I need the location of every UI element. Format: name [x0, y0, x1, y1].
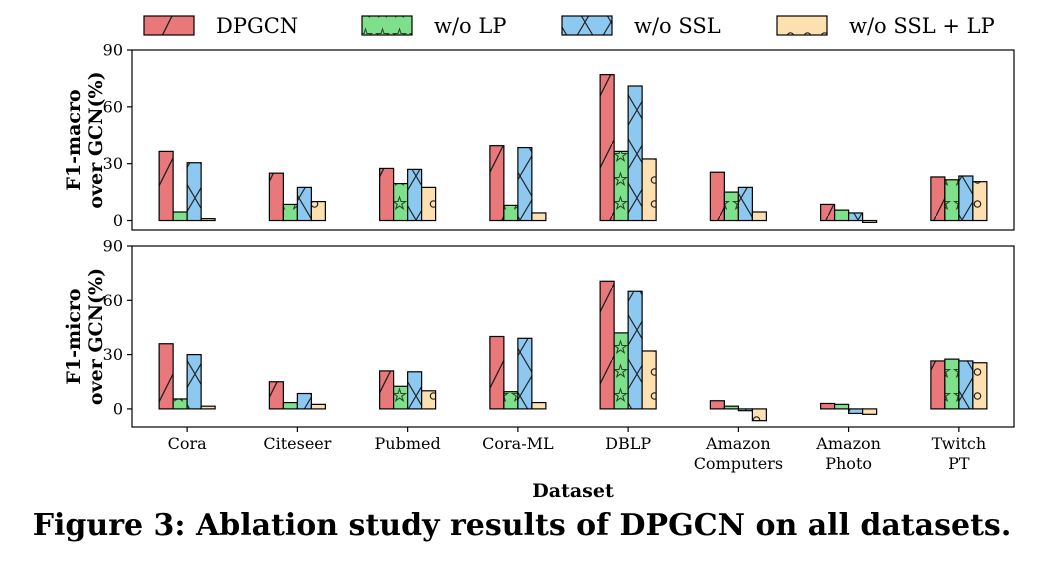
bar	[296, 392, 312, 410]
bar	[709, 400, 725, 410]
legend-entry: w/o SSL + LP	[776, 14, 995, 38]
panel-f1-micro: 0 30 60 90 F1-microover GCN(%)	[63, 237, 1015, 428]
bar	[930, 360, 946, 410]
bar	[641, 158, 657, 222]
panel-f1-macro: 0 30 60 90 F1-macroover GCN(%)	[63, 41, 1015, 231]
bar	[972, 362, 988, 410]
y-tick-label: 0	[113, 211, 123, 230]
bar	[627, 85, 643, 222]
legend-entry: DPGCN	[143, 14, 298, 38]
bar	[641, 350, 657, 410]
legend-label: w/o SSL	[634, 14, 721, 38]
bar	[531, 212, 547, 222]
bar	[972, 181, 988, 222]
x-tick-label: Amazon Photo	[815, 434, 881, 473]
bar	[517, 337, 533, 410]
bar	[944, 358, 960, 410]
bar	[834, 403, 850, 410]
x-axis-title: Dataset	[532, 480, 614, 502]
bar	[158, 343, 174, 410]
bar	[958, 175, 974, 222]
bar	[848, 212, 864, 222]
bar	[848, 408, 864, 415]
bar	[930, 176, 946, 222]
bar	[172, 211, 188, 222]
bar	[268, 381, 284, 410]
bar	[613, 332, 629, 410]
bar	[723, 191, 739, 222]
figure-caption: Figure 3: Ablation study results of DPGC…	[32, 508, 1012, 543]
bar	[158, 150, 174, 222]
bar	[820, 402, 836, 410]
legend-entry: w/o SSL	[561, 14, 721, 38]
legend: DPGCN w/o LP w/o SSL w/o SSL + LP	[143, 14, 995, 38]
bar	[379, 370, 395, 410]
y-tick-label: 60	[103, 97, 123, 116]
y-axis-title: F1-microover GCN(%)	[63, 268, 107, 405]
bar	[613, 150, 629, 222]
bar	[282, 203, 298, 222]
bar	[517, 146, 533, 222]
bar	[737, 186, 753, 222]
bar	[820, 203, 836, 222]
y-axis-title: F1-macroover GCN(%)	[63, 71, 107, 208]
bar	[958, 360, 974, 410]
legend-label: DPGCN	[216, 14, 298, 38]
x-tick-label: DBLP	[605, 434, 651, 453]
bar	[393, 385, 409, 410]
bar	[310, 403, 326, 410]
bar	[407, 371, 423, 410]
bar	[709, 171, 725, 222]
bar	[421, 186, 437, 222]
bar	[268, 172, 284, 222]
bar	[393, 182, 409, 222]
bar	[627, 290, 643, 410]
bar	[503, 204, 519, 222]
bar	[751, 211, 767, 222]
bar	[200, 218, 216, 222]
bar	[723, 405, 739, 410]
x-tick-label: Citeseer	[263, 434, 331, 453]
x-tick-label: Cora	[168, 434, 208, 453]
y-tick-label: 30	[103, 345, 123, 364]
plot-frame	[131, 49, 1015, 231]
legend-label: w/o LP	[434, 14, 506, 38]
y-tick-label: 90	[103, 237, 123, 256]
bar	[407, 168, 423, 222]
plot-frame	[131, 245, 1015, 428]
bar	[503, 391, 519, 410]
x-tick-label: Cora-ML	[482, 434, 554, 453]
bar	[282, 401, 298, 410]
bar	[751, 408, 767, 422]
y-tick-label: 30	[103, 154, 123, 173]
x-tick-label: Pubmed	[375, 434, 441, 453]
bar	[599, 280, 615, 410]
bar	[599, 74, 615, 222]
bar	[186, 162, 202, 222]
bar	[200, 405, 216, 410]
bar	[531, 401, 547, 410]
x-axis: Cora Citeseer Pubmed Cora-ML DBLP Amazon Compu…	[168, 427, 987, 473]
bar	[172, 398, 188, 410]
bar	[489, 145, 505, 222]
bar	[862, 219, 878, 224]
y-tick-label: 0	[113, 399, 123, 418]
bar	[186, 354, 202, 410]
y-tick-label: 60	[103, 291, 123, 310]
x-tick-label: Amazon Computers	[694, 434, 783, 473]
y-tick-label: 90	[103, 41, 123, 60]
legend-entry: w/o LP	[361, 14, 506, 38]
bar	[379, 167, 395, 222]
bar	[862, 408, 878, 415]
bar	[834, 209, 850, 222]
bar	[944, 179, 960, 222]
x-tick-label: Twitch PT	[932, 434, 987, 473]
bar	[489, 335, 505, 410]
legend-label: w/o SSL + LP	[849, 14, 995, 38]
bar	[310, 200, 326, 222]
bar	[421, 390, 437, 410]
bar	[296, 186, 312, 222]
bar	[737, 408, 753, 412]
